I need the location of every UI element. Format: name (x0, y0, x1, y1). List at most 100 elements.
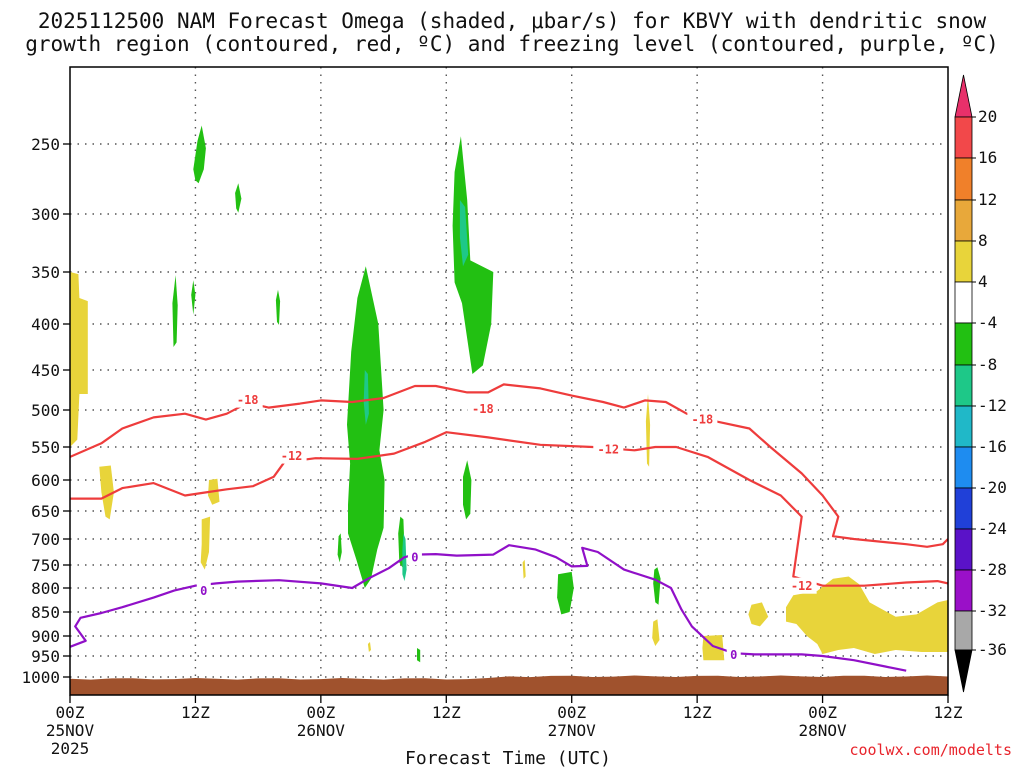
omega-region (347, 266, 385, 588)
credit-link[interactable]: coolwx.com/modelts (849, 741, 1012, 759)
contour-label-bg (467, 400, 498, 417)
contour-label-bg (786, 577, 817, 594)
colorbar-label: -4 (978, 313, 997, 332)
x-tick-label: 12Z (432, 703, 461, 722)
omega-region (417, 648, 421, 663)
terrain-ground (70, 675, 948, 695)
omega-region (786, 576, 948, 654)
omega-region (172, 275, 178, 347)
contour-line (70, 383, 948, 548)
y-tick-label: 850 (31, 603, 60, 622)
omega-region (652, 619, 660, 646)
colorbar-label: 4 (978, 272, 988, 291)
plot-frame (69, 66, 949, 696)
colorbar: 20 16 12 8 4 -4 -8 -12 -16 -20 -24 -28 -32 -36 (954, 74, 1007, 693)
x-tick-label: 00Z (306, 703, 335, 722)
colorbar-label: -16 (978, 437, 1007, 456)
colorbar-label: 12 (978, 190, 997, 209)
contour-label-bg (726, 646, 741, 663)
omega-region (522, 559, 526, 579)
contour-label-bg (593, 440, 624, 457)
omega-region (235, 183, 242, 213)
contour-label-bg (232, 391, 263, 408)
omega-region (191, 280, 196, 315)
colorbar-segment (954, 199, 973, 242)
y-tick-label: 550 (31, 438, 60, 457)
contour-label-bg (196, 582, 211, 599)
contour-label-bg (407, 549, 422, 566)
x-tick-date: 25NOV (46, 721, 95, 740)
omega-region (463, 460, 472, 520)
colorbar-segment (954, 157, 973, 201)
y-tick-label: 300 (31, 205, 60, 224)
colorbar-top-arrow (954, 74, 973, 118)
contour-label: 0 (411, 551, 418, 565)
y-tick-label: 800 (31, 579, 60, 598)
colorbar-segment (954, 240, 973, 283)
contour-label: 0 (200, 584, 207, 598)
y-tick-label: 350 (31, 263, 60, 282)
colorbar-segment (954, 281, 973, 324)
x-tick-label: 00Z (56, 703, 85, 722)
contour-label: -12 (597, 442, 619, 456)
colorbar-segment (954, 322, 973, 366)
chart-title-line-2: growth region (contoured, red, ºC) and f… (25, 32, 999, 56)
y-tick-label: 750 (31, 556, 60, 575)
y-tick-label: 400 (31, 315, 60, 334)
colorbar-segment (954, 116, 973, 159)
colorbar-label: -8 (978, 355, 997, 374)
contour-label: 0 (730, 648, 737, 662)
contour-label-bg (687, 410, 718, 427)
omega-region (337, 533, 342, 563)
omega-region (748, 602, 769, 627)
colorbar-label: 8 (978, 231, 988, 250)
omega-region (99, 465, 114, 520)
contour-label: -18 (692, 412, 714, 426)
colorbar-segment (954, 610, 973, 651)
omega-region (557, 571, 574, 615)
omega-region (367, 642, 371, 652)
colorbar-label: -28 (978, 560, 1007, 579)
colorbar-label: -12 (978, 396, 1007, 415)
chart-title-line-1: 2025112500 NAM Forecast Omega (shaded, μ… (38, 9, 987, 33)
colorbar-label: -32 (978, 601, 1007, 620)
y-tick-label: 950 (31, 647, 60, 666)
x-tick-label: 12Z (683, 703, 712, 722)
contour-label: -18 (472, 402, 494, 416)
colorbar-label: 20 (978, 107, 997, 126)
omega-region (645, 394, 651, 467)
x-tick-label: 00Z (557, 703, 586, 722)
colorbar-segment (954, 405, 973, 448)
y-tick-label: 1000 (21, 668, 60, 687)
x-tick-label: 00Z (808, 703, 837, 722)
y-tick-label: 900 (31, 627, 60, 646)
y-tick-label: 600 (31, 471, 60, 490)
colorbar-bottom-arrow (954, 649, 973, 693)
colorbar-label: 16 (978, 148, 997, 167)
y-tick-label: 500 (31, 401, 60, 420)
omega-region (70, 272, 88, 447)
colorbar-label: -36 (978, 640, 1007, 659)
x-tick-date: 27NOV (548, 721, 597, 740)
plot-area: -18 -18 -18 -12 -12 -12 0 0 0 250 300 350 400 450 500 5… (21, 66, 963, 758)
x-tick-year: 2025 (51, 739, 90, 758)
x-tick-date: 28NOV (798, 721, 847, 740)
omega-region (459, 200, 469, 267)
x-tick-label: 12Z (934, 703, 963, 722)
colorbar-label: -20 (978, 478, 1007, 497)
y-tick-label: 700 (31, 530, 60, 549)
contour-line (70, 544, 907, 672)
omega-region (275, 289, 281, 325)
y-tick-label: 650 (31, 502, 60, 521)
x-tick-date: 26NOV (297, 721, 346, 740)
colorbar-segment (954, 446, 973, 489)
omega-region (653, 567, 661, 605)
contour-label-bg (276, 447, 307, 464)
x-tick-label: 12Z (181, 703, 210, 722)
y-tick-label: 450 (31, 361, 60, 380)
colorbar-label: -24 (978, 519, 1007, 538)
y-tick-label: 250 (31, 135, 60, 154)
omega-region (193, 125, 206, 184)
omega-region (452, 136, 494, 374)
